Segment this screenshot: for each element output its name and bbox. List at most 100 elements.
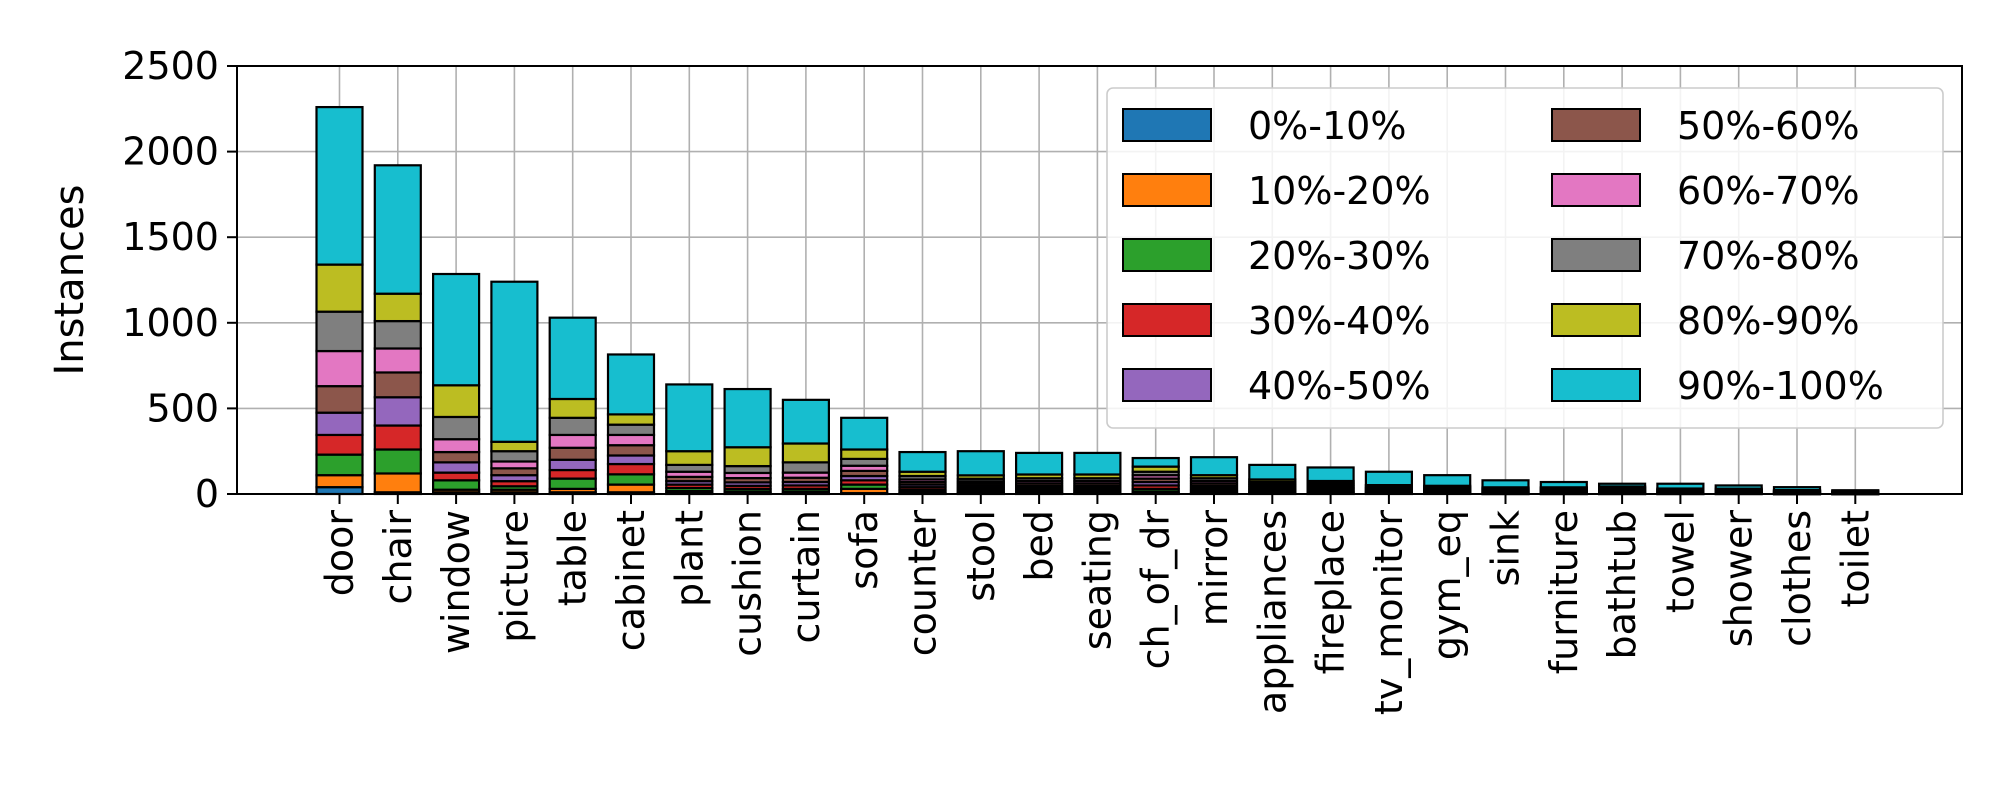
bar-segment-cabinet-5	[606, 444, 656, 457]
x-tick-label-stool: stool	[959, 510, 1003, 602]
x-tick-label-towel: towel	[1658, 510, 1702, 613]
bar-segment-sink-9	[1481, 479, 1530, 489]
x-tick-label-mirror: mirror	[1192, 510, 1236, 627]
bar-segment-towel-9	[1656, 482, 1705, 490]
bar-segment-gym_eq-9	[1423, 474, 1472, 487]
bar-segment-stool-9	[956, 450, 1005, 477]
bar-segment-window-2	[432, 479, 481, 491]
bar-segment-counter-9	[898, 450, 947, 473]
bar-segment-table-6	[548, 433, 597, 449]
bar-segment-window-7	[432, 415, 481, 441]
bar-segment-cushion-9	[723, 387, 772, 449]
bar-segment-ch_of_dr-9	[1131, 456, 1180, 468]
bar-segment-door-6	[315, 349, 364, 388]
bar-segment-bed-9	[1014, 451, 1064, 476]
bar-segment-plant-8	[665, 450, 714, 466]
bar-segment-cabinet-7	[606, 423, 656, 437]
bar-segment-door-9	[315, 105, 364, 266]
y-axis-label: Instances	[47, 185, 93, 376]
y-tick-label: 2000	[122, 130, 219, 174]
bar-segment-door-2	[315, 453, 364, 477]
bar-segment-window-6	[432, 438, 481, 454]
x-tick-label-table: table	[551, 510, 595, 606]
x-tick-label-chair: chair	[376, 510, 420, 605]
bar-segment-furniture-9	[1539, 480, 1588, 489]
bar-segment-cabinet-4	[606, 454, 656, 466]
x-tick-label-clothes: clothes	[1775, 510, 1819, 647]
x-tick-label-fireplace: fireplace	[1309, 510, 1353, 674]
x-tick-label-bed: bed	[1017, 510, 1061, 582]
legend-swatch	[1551, 108, 1641, 142]
legend-swatch	[1551, 303, 1641, 337]
bar-segment-chair-5	[373, 371, 422, 399]
bar-segment-curtain-7	[781, 461, 831, 474]
legend-swatch	[1122, 238, 1212, 272]
bar-segment-picture-9	[490, 280, 539, 443]
bar-segment-table-2	[548, 477, 597, 490]
x-tick-label-sofa: sofa	[842, 510, 886, 590]
bar-segment-window-9	[432, 272, 481, 387]
x-tick-label-sink: sink	[1484, 510, 1528, 586]
plot-frame	[236, 65, 1963, 495]
x-tick-label-bathtub: bathtub	[1600, 510, 1644, 660]
bar-segment-chair-7	[373, 319, 422, 350]
bar-segment-window-3	[432, 471, 481, 482]
bar-segment-window-8	[432, 384, 481, 419]
legend-label: 30%-40%	[1248, 299, 1431, 343]
bar-segment-sofa-8	[840, 448, 889, 461]
bar-segment-cabinet-9	[606, 353, 656, 416]
bar-segment-clothes-9	[1772, 486, 1822, 492]
y-tick-label: 0	[195, 472, 219, 516]
legend-label: 10%-20%	[1248, 169, 1431, 213]
bar-segment-picture-8	[490, 440, 539, 453]
bar-segment-bathtub-9	[1597, 482, 1647, 488]
y-tick-label: 1500	[122, 215, 219, 259]
bar-segment-chair-9	[373, 164, 422, 295]
bar-segment-appliances-9	[1248, 463, 1297, 481]
x-tick-label-cushion: cushion	[726, 510, 770, 657]
legend-swatch	[1551, 238, 1641, 272]
bar-segment-chair-8	[373, 292, 422, 323]
x-tick-label-tv_monitor: tv_monitor	[1367, 510, 1411, 715]
x-tick-label-door: door	[318, 510, 362, 597]
bar-segment-chair-3	[373, 424, 422, 451]
bar-segment-picture-7	[490, 450, 539, 463]
bar-segment-plant-9	[665, 383, 714, 453]
x-tick-label-seating: seating	[1075, 510, 1119, 650]
bar-segment-chair-2	[373, 448, 422, 475]
y-tick-label: 500	[146, 386, 219, 430]
legend-label: 80%-90%	[1677, 299, 1860, 343]
bar-segment-fireplace-9	[1306, 466, 1355, 483]
legend-swatch	[1551, 368, 1641, 402]
x-tick-label-shower: shower	[1717, 510, 1761, 648]
x-tick-label-gym_eq: gym_eq	[1425, 510, 1469, 660]
bar-segment-tv_monitor-9	[1364, 470, 1414, 487]
x-tick-label-appliances: appliances	[1250, 510, 1294, 714]
y-tick-label: 1000	[122, 301, 219, 345]
bar-segment-chair-4	[373, 396, 422, 427]
x-tick-label-toilet: toilet	[1833, 510, 1877, 608]
bar-segment-cushion-8	[723, 446, 772, 468]
bar-segment-table-3	[548, 468, 597, 480]
bar-segment-sofa-9	[840, 416, 889, 451]
bar-segment-window-5	[432, 450, 481, 464]
x-tick-label-ch_of_dr: ch_of_dr	[1134, 510, 1178, 670]
legend-swatch	[1551, 173, 1641, 207]
legend-label: 50%-60%	[1677, 104, 1860, 148]
bar-segment-cabinet-6	[606, 433, 656, 447]
y-tick-label: 2500	[122, 44, 219, 88]
bar-segment-cabinet-1	[606, 483, 656, 494]
legend-label: 20%-30%	[1248, 234, 1431, 278]
legend-label: 60%-70%	[1677, 169, 1860, 213]
legend-swatch	[1122, 303, 1212, 337]
bar-segment-curtain-8	[781, 442, 831, 464]
legend	[1106, 87, 1944, 429]
bar-segment-cabinet-8	[606, 413, 656, 426]
x-tick-label-window: window	[434, 510, 478, 654]
bar-segment-curtain-9	[781, 398, 831, 445]
legend-label: 40%-50%	[1248, 364, 1431, 408]
bar-segment-seating-9	[1073, 451, 1122, 476]
legend-swatch	[1122, 368, 1212, 402]
bar-segment-mirror-9	[1189, 456, 1239, 477]
bar-segment-door-4	[315, 411, 364, 437]
